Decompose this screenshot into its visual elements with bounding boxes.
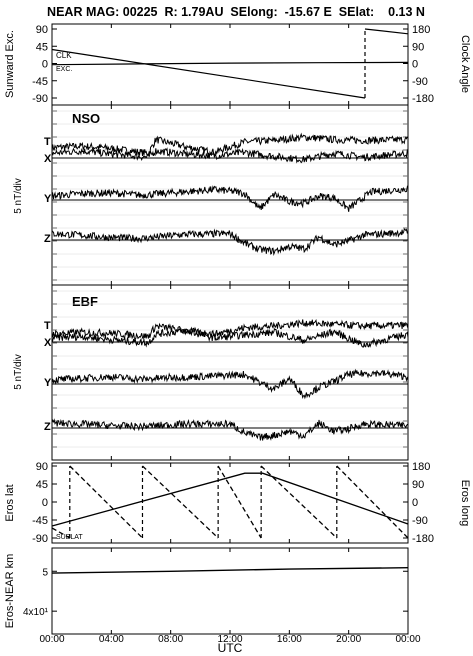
utc-tick-1: 04:00 xyxy=(99,634,124,645)
ebf-panel: EBF 5 nT/div TX Y Z xyxy=(13,285,409,460)
eros-long-segment-3 xyxy=(217,465,262,539)
sunward-series-3 xyxy=(51,61,409,66)
utc-label: UTC xyxy=(218,641,243,655)
eros-long-segment-2 xyxy=(142,465,219,539)
ebf-label-t: T xyxy=(44,320,51,332)
ebf-label-x: X xyxy=(44,337,52,349)
eros-lat-tick-4: -90 xyxy=(32,533,48,545)
panel-frame-eros xyxy=(51,462,409,544)
nso-series-x xyxy=(51,147,409,164)
clock-tick-0: 180 xyxy=(412,24,430,36)
eros-long-tick-2: 0 xyxy=(412,497,418,509)
panel-frame-nso xyxy=(51,104,409,286)
utc-tick-6: 00:00 xyxy=(395,634,420,645)
clock-tick-2: 0 xyxy=(412,59,418,71)
eros-near-series-0 xyxy=(51,567,409,574)
nso-series-t xyxy=(51,132,409,157)
eros-long-tick-3: -90 xyxy=(412,515,428,527)
sunward-tick-0: 90 xyxy=(36,24,48,36)
eros-lat-tick-1: 45 xyxy=(36,479,48,491)
panel-frame-eros-near-km xyxy=(51,547,409,635)
ebf-title: EBF xyxy=(72,294,98,309)
eros-long-tick-4: -180 xyxy=(412,533,434,545)
ebf-ylabel: 5 nT/div xyxy=(13,354,24,390)
time-axis: UTC 00:00 04:00 08:00 12:00 16:00 20:00 00:00 xyxy=(39,634,420,655)
ebf-label-z: Z xyxy=(44,421,51,433)
eros-long-tick-1: 90 xyxy=(412,479,424,491)
clock-tick-4: -180 xyxy=(412,93,434,105)
eros-long-tick-0: 180 xyxy=(412,461,430,473)
eros-long-segment-0 xyxy=(51,527,71,539)
utc-tick-3: 12:00 xyxy=(217,634,242,645)
nso-label-y: Y xyxy=(44,193,52,205)
eros-long-segment-5 xyxy=(336,465,409,539)
nso-ylabel: 5 nT/div xyxy=(13,178,24,214)
eros-lat-tick-3: -45 xyxy=(32,515,48,527)
ebf-series-z xyxy=(51,418,408,441)
eros-panel: Eros lat Eros long SUBLAT 90450-45-90180… xyxy=(4,461,471,545)
eros-lat-ylabel: Eros lat xyxy=(4,484,16,521)
eros-near-tick-0: 5 xyxy=(42,567,48,578)
eros-lat-tick-0: 90 xyxy=(36,461,48,473)
ebf-series-y xyxy=(51,368,409,400)
eros-long-segment-1 xyxy=(69,465,143,539)
ebf-series-x xyxy=(51,326,409,348)
sunward-tick-1: 45 xyxy=(36,41,48,53)
sunward-tick-2: 0 xyxy=(42,59,48,71)
nso-panel: NSO 5 nT/div TX Y Z xyxy=(13,105,409,285)
sunward-ylabel: Sunward Exc. xyxy=(4,30,16,98)
nso-label-x: X xyxy=(44,153,52,165)
eros-long-ylabel: Eros long xyxy=(459,480,471,526)
nso-series-z xyxy=(51,228,409,257)
clock-angle-ylabel: Clock Angle xyxy=(459,35,471,93)
clock-tick-3: -90 xyxy=(412,76,428,88)
sunward-tick-4: -90 xyxy=(32,93,48,105)
nso-title: NSO xyxy=(72,111,100,126)
utc-tick-5: 20:00 xyxy=(336,634,361,645)
utc-tick-4: 16:00 xyxy=(277,634,302,645)
sunward-series-2 xyxy=(364,28,409,35)
eros-near-tick-1: 4x10¹ xyxy=(23,607,49,618)
eros-near-ylabel: Eros-NEAR km xyxy=(4,554,16,629)
ebf-label-y: Y xyxy=(44,377,52,389)
sunward-tick-3: -45 xyxy=(32,76,48,88)
clock-tick-1: 90 xyxy=(412,41,424,53)
plot-title: NEAR MAG: 00225 R: 1.79AU SElong: -15.67… xyxy=(47,5,425,19)
nso-label-t: T xyxy=(44,136,51,148)
eros-lat-tick-2: 0 xyxy=(42,497,48,509)
clk-annotation: CLK xyxy=(56,51,72,60)
eros-near-km-panel: Eros-NEAR km 5 4x10¹ xyxy=(4,548,409,634)
nso-label-z: Z xyxy=(44,233,51,245)
exc-annotation: EXC. xyxy=(56,66,72,73)
utc-tick-2: 08:00 xyxy=(158,634,183,645)
nso-series-y xyxy=(51,185,409,212)
sunward-clock-panel: Sunward Exc. Clock Angle CLK EXC. 90 45 0 -… xyxy=(4,24,471,105)
eros-long-segment-4 xyxy=(260,465,338,539)
sunward-series-0 xyxy=(51,48,366,99)
utc-tick-0: 00:00 xyxy=(39,634,64,645)
eros-lat-series xyxy=(51,472,409,527)
